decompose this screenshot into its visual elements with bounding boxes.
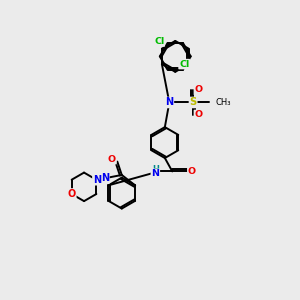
Text: N: N <box>101 173 109 183</box>
Text: Cl: Cl <box>154 37 164 46</box>
Text: N: N <box>151 169 159 178</box>
Text: O: O <box>188 167 196 176</box>
Text: O: O <box>68 189 76 199</box>
Text: N: N <box>165 98 173 107</box>
Text: S: S <box>190 98 197 107</box>
Text: O: O <box>194 85 202 94</box>
Text: N: N <box>93 175 101 185</box>
Text: H: H <box>152 164 159 173</box>
Text: Cl: Cl <box>179 60 189 69</box>
Text: O: O <box>108 155 116 164</box>
Text: CH₃: CH₃ <box>216 98 232 107</box>
Text: O: O <box>194 110 202 119</box>
